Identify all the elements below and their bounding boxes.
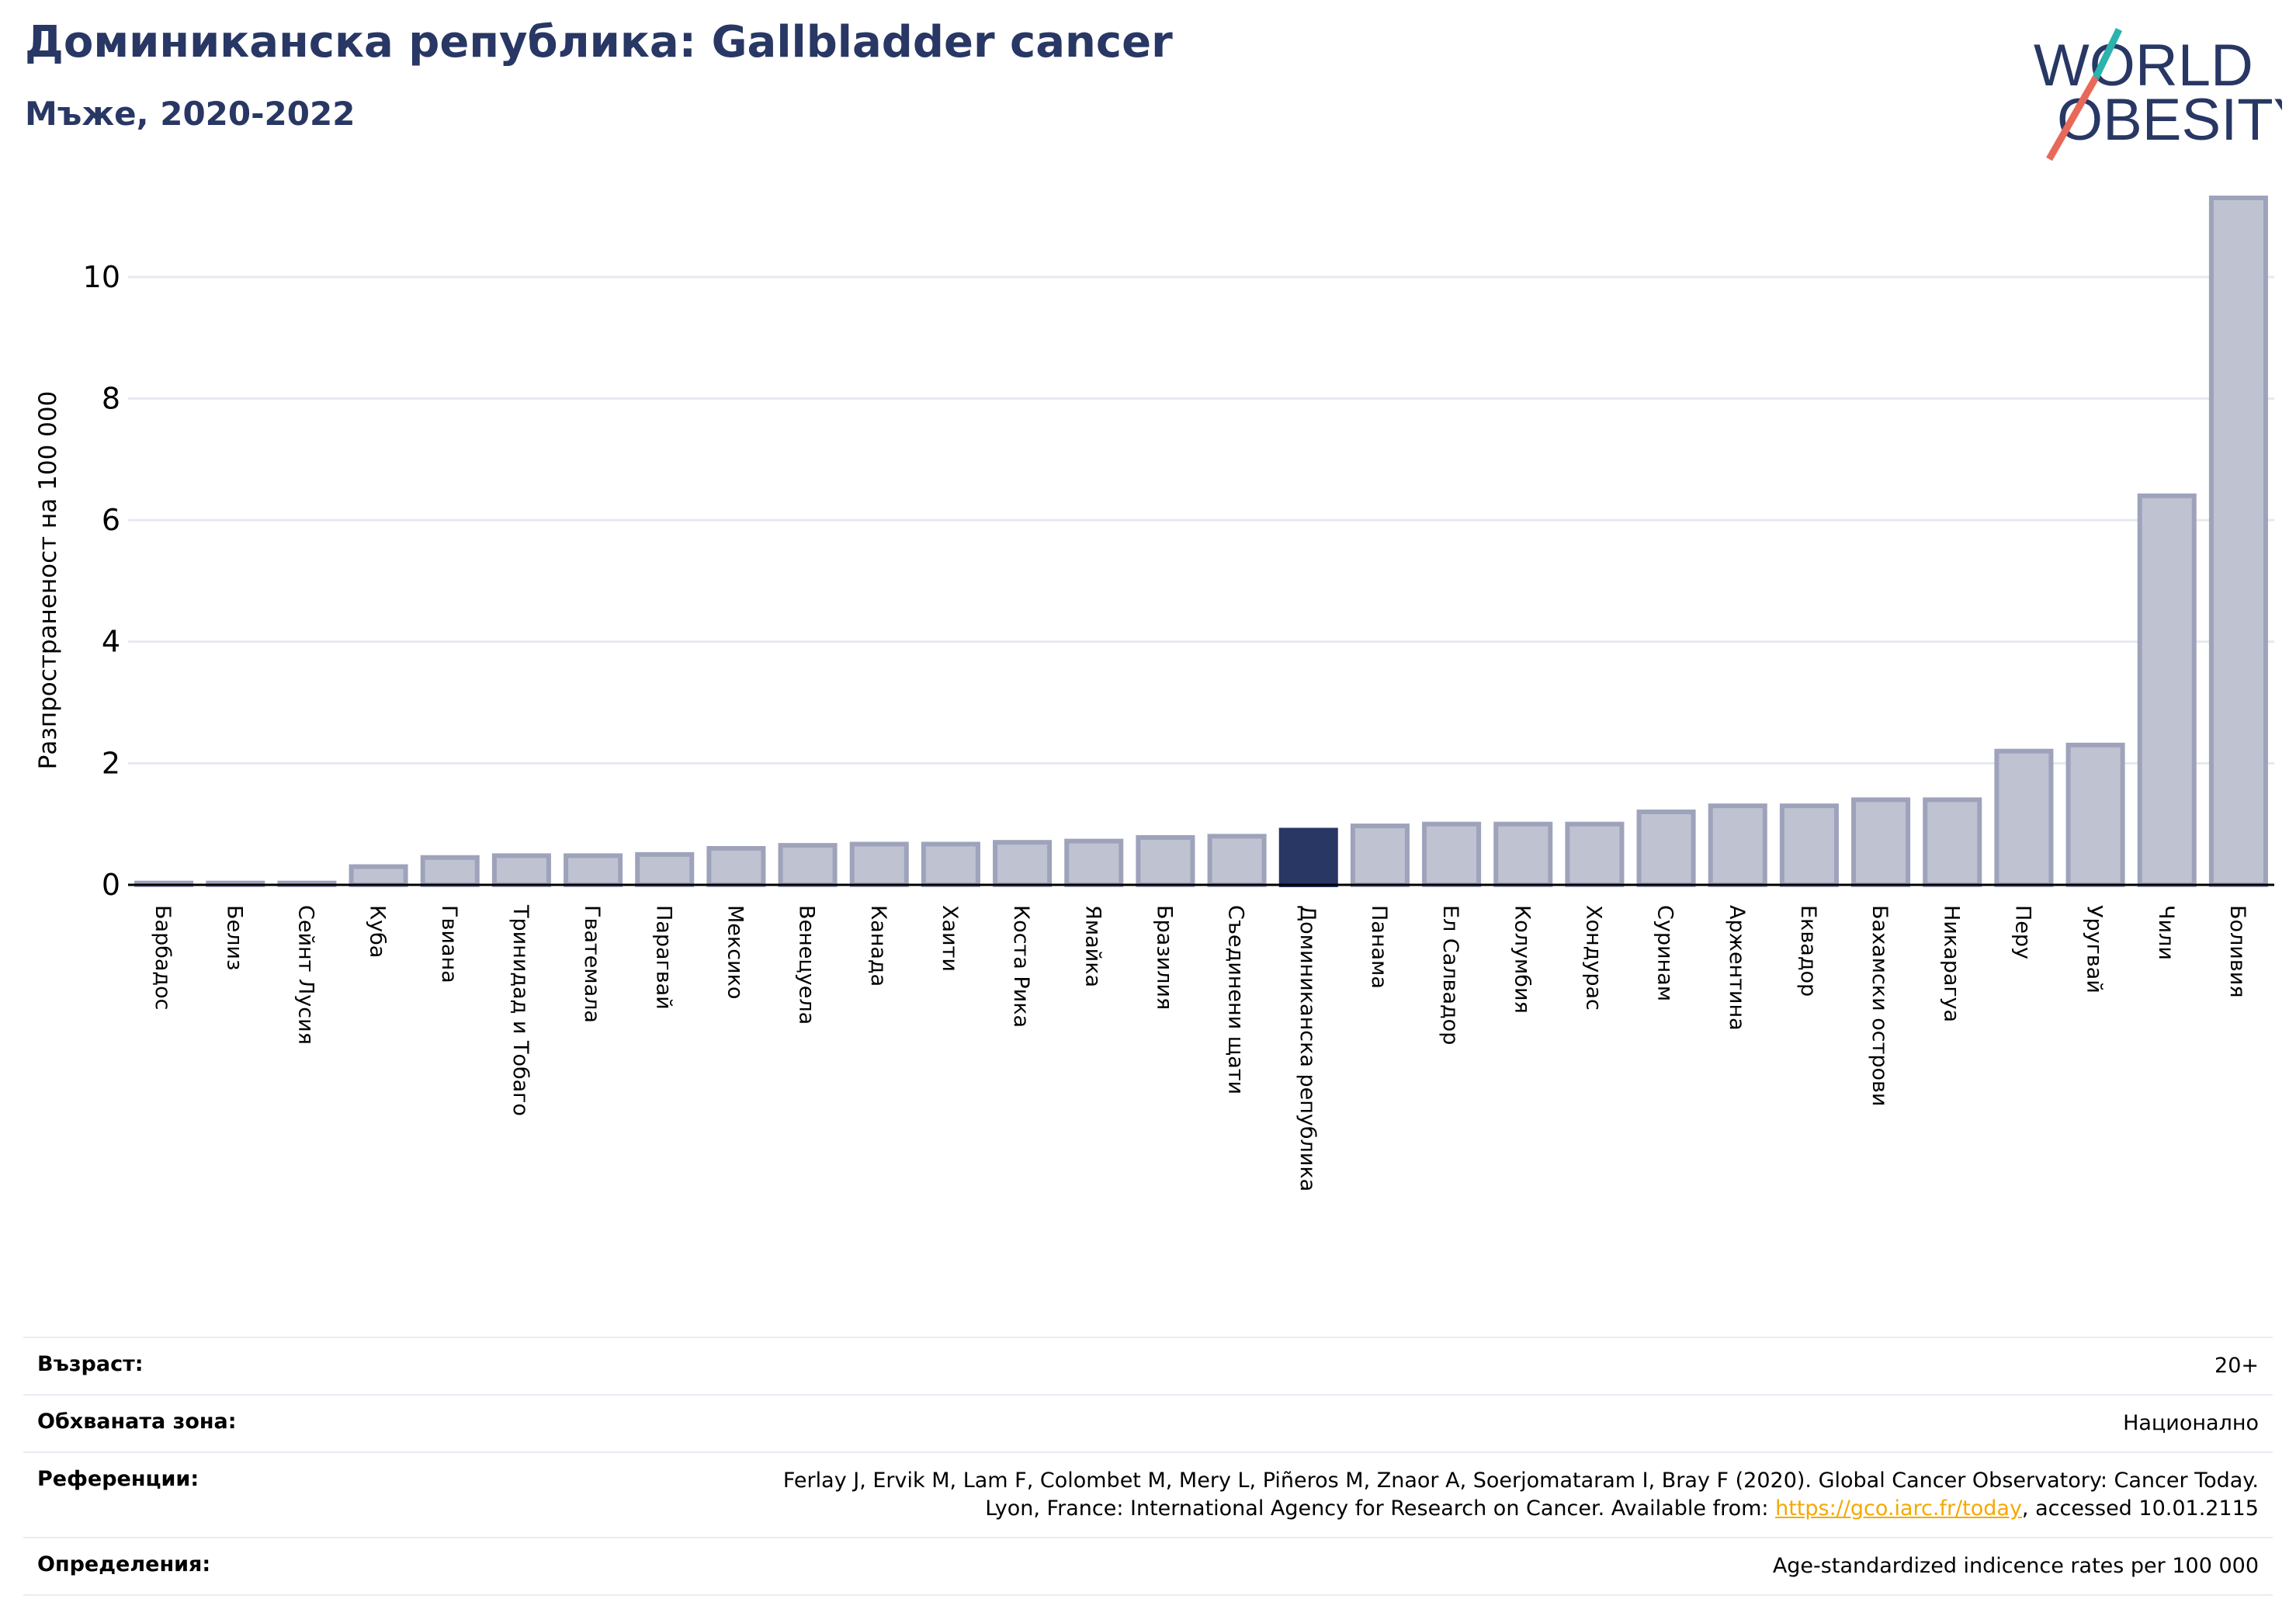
x-tick-label: Белиз — [222, 905, 246, 970]
bar-28 — [2137, 493, 2197, 887]
bar-20 — [1565, 821, 1625, 887]
chart-title: Доминиканска република: Gallbladder canc… — [25, 17, 1173, 68]
bar-3 — [349, 864, 408, 887]
references-line1: Ferlay J, Ervik M, Lam F, Colombet M, Me… — [782, 1469, 2259, 1493]
bar-5 — [491, 853, 551, 888]
x-tick-label: Панама — [1367, 905, 1391, 989]
bar-25 — [1923, 797, 1982, 888]
bar-12 — [993, 840, 1053, 888]
y-tick-label: 8 — [102, 381, 120, 415]
bar-24 — [1851, 797, 1911, 888]
meta-row-definitions: Определения: Age-standardized indicence … — [23, 1537, 2273, 1596]
x-tick-label: Ел Салвадор — [1438, 905, 1462, 1045]
meta-row-coverage: Обхваната зона: Национално — [23, 1394, 2273, 1451]
bar-11 — [921, 841, 980, 887]
definitions-label: Определения: — [37, 1552, 211, 1576]
y-tick-label: 10 — [83, 260, 120, 294]
x-tick-label: Никарагуа — [1939, 905, 1963, 1022]
x-tick-label: Бразилия — [1152, 905, 1176, 1010]
bar-7 — [635, 851, 695, 887]
x-tick-label: Колумбия — [1510, 905, 1534, 1014]
y-axis-label: Разпространеност на 100 000 — [34, 391, 62, 770]
x-tick-label: Чили — [2154, 905, 2178, 960]
references-label: Референции: — [37, 1467, 199, 1491]
logo-line2: OBESITY — [2057, 87, 2282, 153]
x-ticks-layer: Барбадос Белиз Сейнт Лусия Куба Гвиана Тринид… — [151, 904, 2249, 1191]
world-obesity-logo: WORLD OBESITY — [2034, 28, 2282, 161]
bar-15 — [1207, 834, 1267, 887]
bar-17 — [1350, 824, 1410, 888]
coverage-value: Национално — [2123, 1411, 2259, 1435]
meta-row-references: Референции: Ferlay J, Ervik M, Lam F, Co… — [23, 1451, 2273, 1537]
x-tick-label: Коста Рика — [1009, 905, 1033, 1028]
grid-layer — [128, 276, 2274, 765]
y-tick-label: 6 — [102, 503, 120, 537]
x-tick-label: Парагвай — [651, 905, 675, 1010]
bar-6 — [564, 853, 623, 888]
bar-22 — [1708, 803, 1767, 887]
bar-13 — [1064, 838, 1124, 887]
x-tick-label: Барбадос — [151, 905, 175, 1010]
x-tick-label: Тринидад и Тобаго — [508, 904, 532, 1116]
x-tick-label: Хаити — [938, 905, 962, 972]
references-line2-post: , accessed 10.01.2115 — [2021, 1496, 2259, 1521]
bar-21 — [1636, 810, 1696, 887]
x-tick-label: Венецуела — [795, 905, 819, 1025]
logo-line1: WORLD — [2034, 33, 2253, 99]
bar-8 — [706, 846, 766, 887]
x-tick-label: Мексико — [723, 905, 747, 999]
logo-slash-coral — [2046, 75, 2099, 161]
y-ticks-layer: 0 2 4 6 8 10 — [83, 260, 120, 902]
y-tick-label: 2 — [102, 746, 120, 780]
x-tick-label: Хондурас — [1581, 905, 1605, 1011]
age-label: Възраст: — [37, 1352, 144, 1376]
x-tick-label: Бахамски острови — [1868, 905, 1892, 1106]
x-tick-label: Еквадор — [1796, 905, 1820, 997]
x-tick-label: Аржентина — [1725, 905, 1749, 1031]
y-tick-label: 4 — [102, 625, 120, 659]
references-line2-pre: Lyon, France: International Agency for R… — [985, 1496, 1776, 1521]
x-tick-label: Боливия — [2225, 905, 2249, 998]
metadata-table: Възраст: 20+ Обхваната зона: Национално … — [23, 1337, 2273, 1596]
bar-18 — [1422, 821, 1482, 887]
bar-4 — [420, 855, 480, 887]
references-link[interactable]: https://gco.iarc.fr/today — [1775, 1496, 2022, 1521]
bar-26 — [1994, 748, 2054, 887]
bar-9 — [778, 843, 838, 887]
x-tick-label: Суринам — [1653, 905, 1677, 1001]
bar-10 — [849, 841, 909, 887]
x-tick-label: Перу — [2010, 905, 2034, 959]
y-tick-label: 0 — [102, 868, 120, 902]
x-tick-label: Гватемала — [580, 905, 604, 1023]
references-value: Ferlay J, Ervik M, Lam F, Colombet M, Me… — [783, 1467, 2259, 1523]
bar-29 — [2208, 196, 2268, 887]
chart-subtitle: Мъже, 2020-2022 — [25, 95, 355, 133]
x-tick-label: Ямайка — [1080, 905, 1105, 987]
x-tick-label: Съединени щати — [1224, 905, 1248, 1094]
bar-19 — [1493, 821, 1553, 887]
bar-14 — [1136, 834, 1195, 887]
meta-row-age: Възраст: 20+ — [23, 1337, 2273, 1394]
x-tick-label: Уругвай — [2083, 905, 2107, 994]
bar-16 — [1278, 827, 1338, 888]
definitions-value: Age-standardized indicence rates per 100… — [1772, 1554, 2259, 1578]
bars-layer — [134, 196, 2268, 888]
x-tick-label: Гвиана — [437, 905, 461, 983]
x-tick-label: Сейнт Лусия — [293, 905, 317, 1045]
bar-23 — [1779, 803, 1839, 887]
bar-27 — [2065, 742, 2125, 887]
age-value: 20+ — [2214, 1354, 2259, 1378]
x-tick-label: Доминиканска република — [1295, 905, 1320, 1191]
logo-slash-teal — [2092, 28, 2123, 79]
x-tick-label: Куба — [366, 905, 390, 958]
bar-chart: 0 2 4 6 8 10 Барбадос Белиз Сейнт Лусия Куба Гвиа… — [34, 196, 2274, 1191]
coverage-label: Обхваната зона: — [37, 1410, 237, 1434]
x-tick-label: Канада — [866, 905, 890, 987]
